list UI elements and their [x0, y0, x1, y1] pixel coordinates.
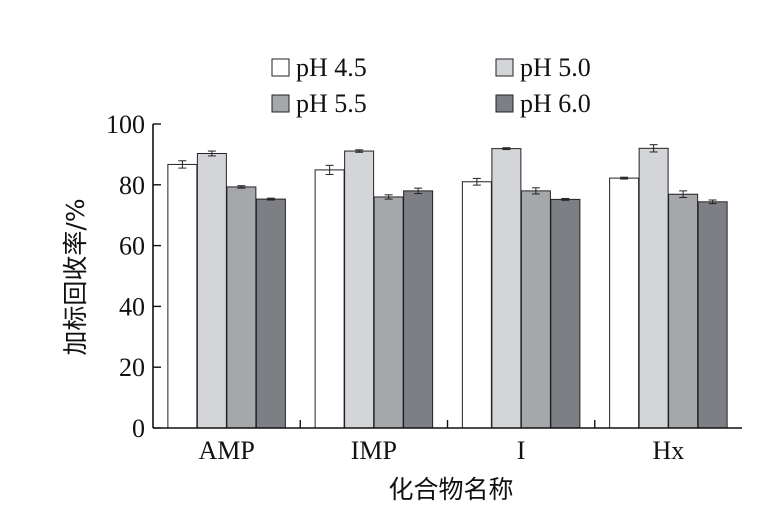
- bar-hx-ph-5_0: [638, 147, 669, 429]
- bar-hx-ph-6_0: [697, 201, 728, 429]
- x-tick-label: Hx: [652, 436, 684, 465]
- legend: pH 4.5 pH 5.0 pH 5.5 pH 6.0: [271, 53, 591, 118]
- bar-amp-ph-5_5: [226, 186, 257, 429]
- bars-group: [167, 144, 728, 429]
- y-tick-label: 0: [132, 414, 145, 443]
- bar-imp-ph-4_5: [314, 169, 345, 429]
- y-tick-label: 60: [119, 232, 145, 261]
- x-tick-label: I: [517, 436, 526, 465]
- legend-label: pH 4.5: [296, 53, 367, 82]
- x-axis-label: 化合物名称: [388, 475, 513, 504]
- x-tick-label: IMP: [351, 436, 397, 465]
- bar-hx-ph-4_5: [609, 177, 640, 429]
- legend-swatch: [495, 94, 514, 113]
- bar-i-ph-6_0: [550, 198, 581, 429]
- legend-label: pH 5.5: [296, 89, 367, 118]
- legend-swatch: [271, 58, 290, 77]
- legend-label: pH 6.0: [520, 89, 591, 118]
- bar-amp-ph-4_5: [167, 163, 198, 429]
- x-tick-label: AMP: [198, 436, 254, 465]
- y-tick-label: 40: [119, 292, 145, 321]
- bar-i-ph-5_5: [520, 190, 551, 429]
- y-tick-label: 80: [119, 171, 145, 200]
- bar-i-ph-4_5: [461, 181, 492, 429]
- axes-group: 0 20 40 60 80 100 AMP IMP I Hx: [106, 110, 742, 465]
- y-tick-label: 100: [106, 110, 145, 139]
- legend-swatch: [495, 58, 514, 77]
- bar-amp-ph-5_0: [196, 152, 227, 429]
- bar-i-ph-5_0: [491, 148, 522, 429]
- y-tick-label: 20: [119, 353, 145, 382]
- bar-imp-ph-6_0: [403, 190, 434, 429]
- y-axis-label: 加标回收率/%: [61, 198, 90, 355]
- bar-imp-ph-5_5: [373, 196, 404, 429]
- bar-hx-ph-5_5: [668, 193, 699, 429]
- legend-swatch: [271, 94, 290, 113]
- bar-amp-ph-6_0: [255, 198, 286, 429]
- legend-label: pH 5.0: [520, 53, 591, 82]
- bar-imp-ph-5_0: [344, 150, 375, 429]
